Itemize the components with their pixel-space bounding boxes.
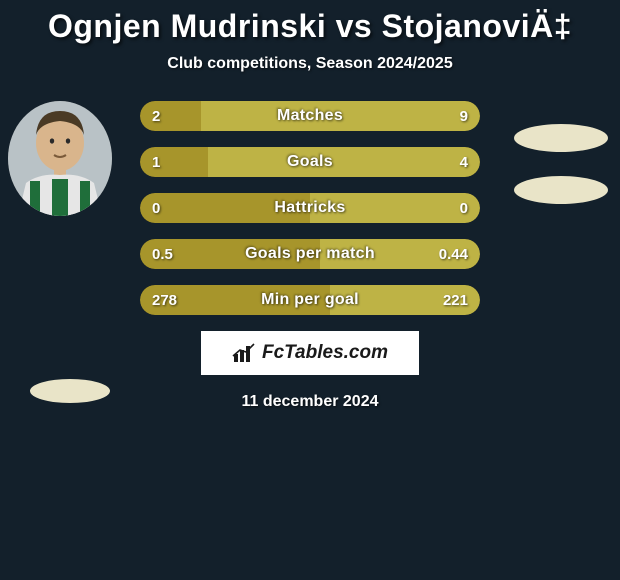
- stat-label: Goals: [140, 147, 480, 177]
- stat-label: Min per goal: [140, 285, 480, 315]
- stat-label: Hattricks: [140, 193, 480, 223]
- stats-bars: 29Matches 14Goals 00Hattricks 0.50.44Goals …: [140, 101, 480, 315]
- source-logo: FcTables.com: [201, 331, 419, 375]
- avatar-placeholder-icon: [8, 101, 112, 216]
- page-title: Ognjen Mudrinski vs StojanoviÄ‡: [0, 0, 620, 45]
- stat-label: Matches: [140, 101, 480, 131]
- stat-row: 278221Min per goal: [140, 285, 480, 315]
- stat-row: 14Goals: [140, 147, 480, 177]
- stat-row: 29Matches: [140, 101, 480, 131]
- logo-text: FcTables.com: [262, 342, 388, 364]
- player1-avatar: [8, 101, 112, 216]
- decorative-ellipse: [514, 124, 608, 152]
- decorative-ellipse: [30, 379, 110, 403]
- subtitle: Club competitions, Season 2024/2025: [0, 55, 620, 73]
- stat-row: 0.50.44Goals per match: [140, 239, 480, 269]
- stat-label: Goals per match: [140, 239, 480, 269]
- stat-row: 00Hattricks: [140, 193, 480, 223]
- bar-chart-icon: [232, 342, 258, 364]
- decorative-ellipse: [514, 176, 608, 204]
